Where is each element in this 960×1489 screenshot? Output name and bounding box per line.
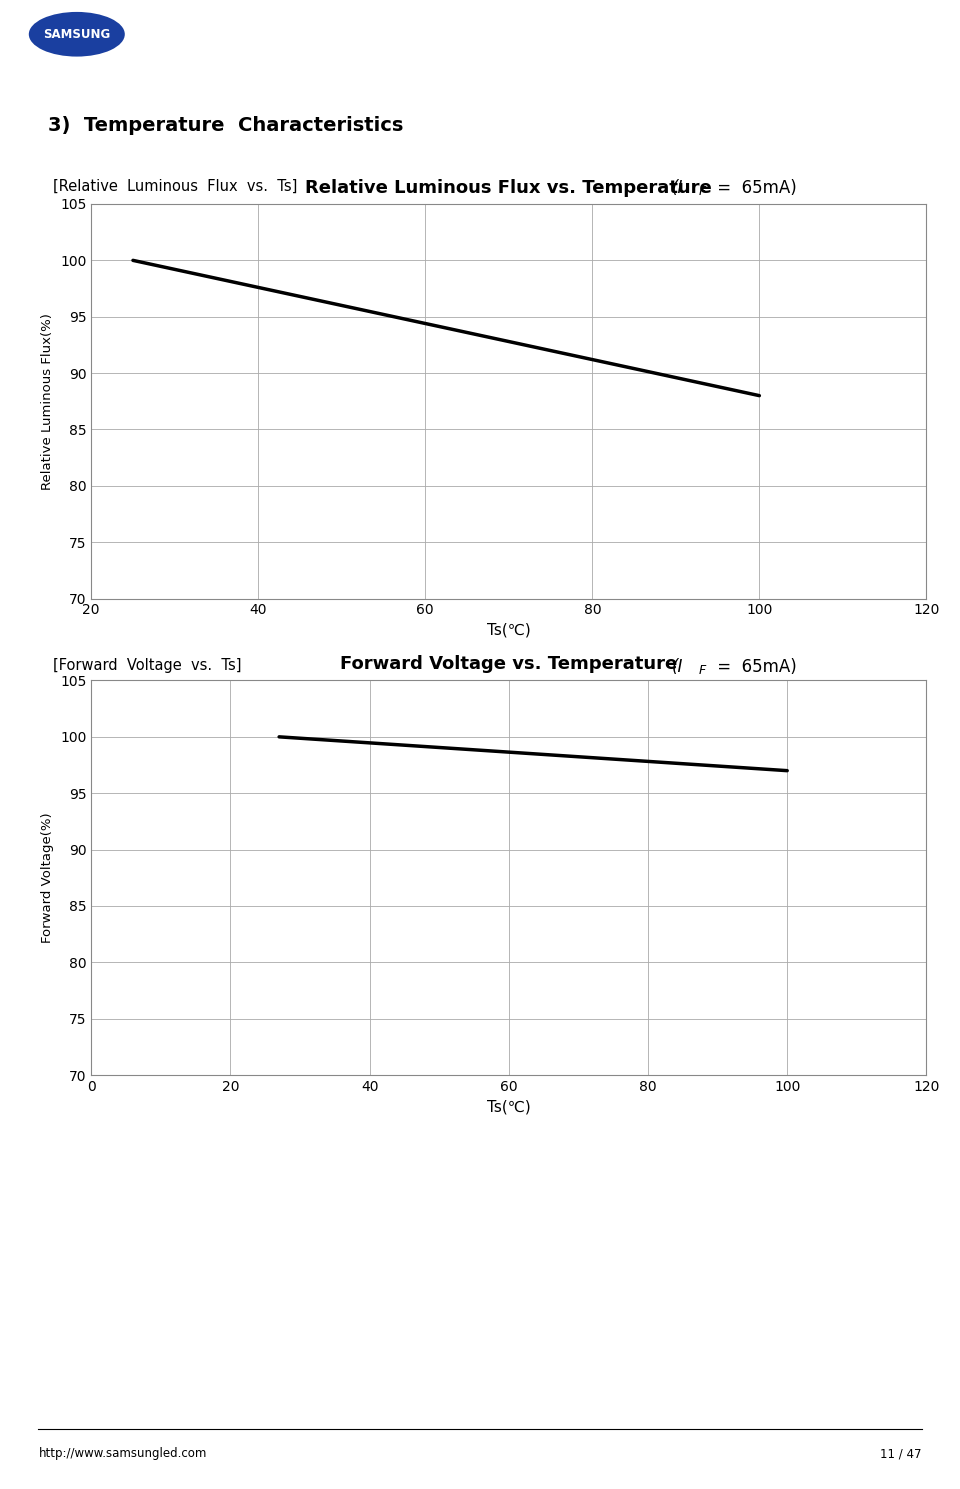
Text: 11 / 47: 11 / 47 (880, 1447, 922, 1461)
Y-axis label: Forward Voltage(%): Forward Voltage(%) (41, 813, 55, 943)
Title: Relative Luminous Flux vs. Temperature: Relative Luminous Flux vs. Temperature (305, 179, 712, 197)
Text: =  65mA): = 65mA) (712, 658, 797, 676)
Text: F: F (699, 664, 707, 677)
Text: SAMSUNG: SAMSUNG (43, 28, 110, 40)
Text: F: F (699, 185, 707, 198)
Text: =  65mA): = 65mA) (712, 179, 797, 197)
Y-axis label: Relative Luminous Flux(%): Relative Luminous Flux(%) (41, 313, 55, 490)
Text: (I: (I (672, 179, 684, 197)
Title: Forward Voltage vs. Temperature: Forward Voltage vs. Temperature (340, 655, 678, 673)
Text: 3)  Temperature  Characteristics: 3) Temperature Characteristics (48, 116, 403, 135)
Text: [Relative  Luminous  Flux  vs.  Ts]: [Relative Luminous Flux vs. Ts] (53, 179, 298, 194)
Ellipse shape (29, 12, 125, 57)
Text: (I: (I (672, 658, 684, 676)
Text: [Forward  Voltage  vs.  Ts]: [Forward Voltage vs. Ts] (53, 658, 241, 673)
X-axis label: Ts(℃): Ts(℃) (487, 622, 531, 637)
X-axis label: Ts(℃): Ts(℃) (487, 1099, 531, 1114)
Text: http://www.samsungled.com: http://www.samsungled.com (38, 1447, 206, 1461)
